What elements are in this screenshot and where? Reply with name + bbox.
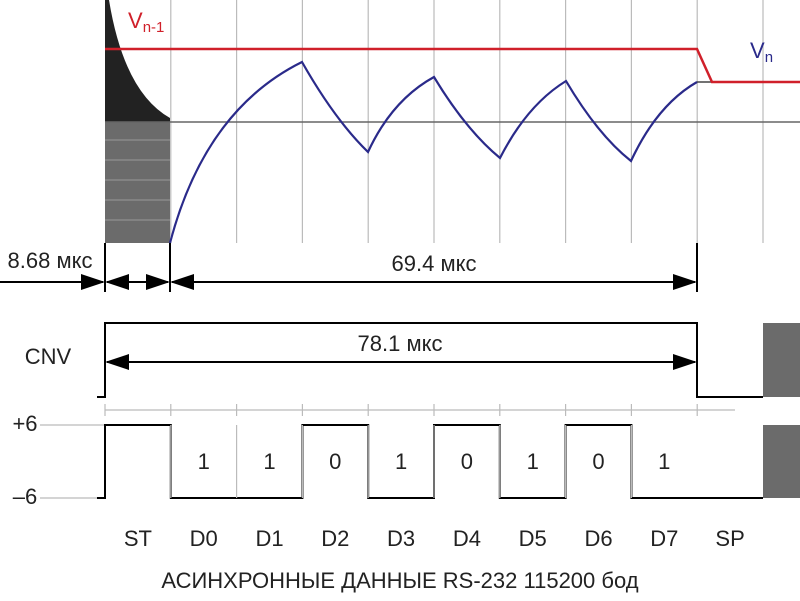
cnv-wave xyxy=(97,322,763,398)
cnv-next xyxy=(763,323,800,397)
label-vnext: Vn xyxy=(750,38,773,66)
left-hatch xyxy=(105,139,170,221)
label-vprev: Vn-1 xyxy=(128,8,164,36)
slot-label: D1 xyxy=(255,526,283,551)
label-low: –6 xyxy=(13,484,37,509)
bit-value: 1 xyxy=(198,449,210,474)
bit-value: 1 xyxy=(658,449,670,474)
bit-value: 1 xyxy=(527,449,539,474)
sample-region xyxy=(105,122,170,243)
bit-value: 1 xyxy=(263,449,275,474)
charge-region xyxy=(105,0,170,122)
label-conv-time: 69.4 мкс xyxy=(392,251,477,276)
slot-label: D5 xyxy=(519,526,547,551)
label-cnv: CNV xyxy=(25,344,72,369)
slot-label: D2 xyxy=(321,526,349,551)
signal-trace xyxy=(168,60,698,244)
bit-value: 0 xyxy=(329,449,341,474)
data-next xyxy=(763,425,800,498)
bit-value: 0 xyxy=(461,449,473,474)
slot-label: D3 xyxy=(387,526,415,551)
label-cnv-time: 78.1 мкс xyxy=(358,331,443,356)
label-high: +6 xyxy=(12,411,37,436)
slot-label: SP xyxy=(715,526,744,551)
label-start-time: 8.68 мкс xyxy=(8,248,93,273)
dimension-lines xyxy=(0,243,698,370)
bits: ST D0 D1 D2 D3 D4 D5 D6 D7 SP 1 1 0 1 0 1 0 1 xyxy=(97,404,763,551)
bit-value: 1 xyxy=(395,449,407,474)
bit-value: 0 xyxy=(592,449,604,474)
reference-trace xyxy=(105,47,800,84)
slot-label: D6 xyxy=(584,526,612,551)
slot-label: D0 xyxy=(190,526,218,551)
slot-label: D7 xyxy=(650,526,678,551)
slot-label: D4 xyxy=(453,526,481,551)
slot-label: ST xyxy=(124,526,152,551)
caption: АСИНХРОННЫЕ ДАННЫЕ RS-232 115200 бод xyxy=(161,568,638,593)
